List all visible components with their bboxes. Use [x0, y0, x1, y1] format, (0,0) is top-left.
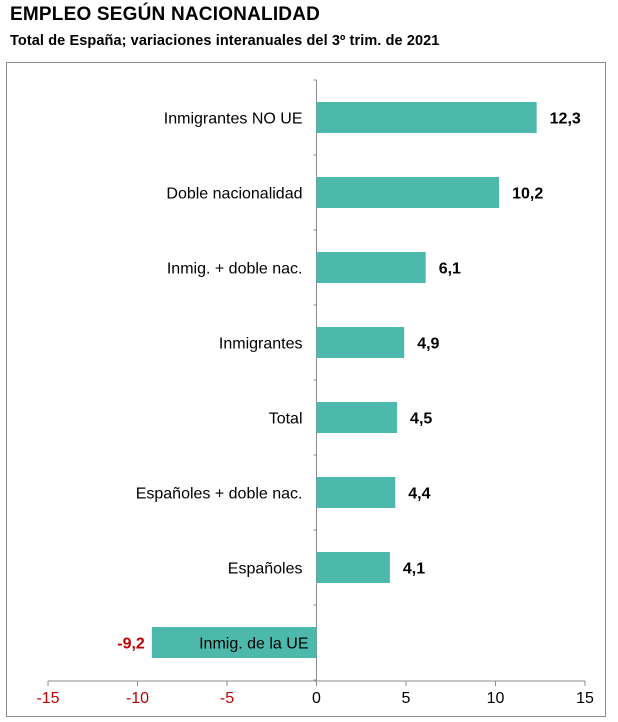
data-label: 4,4 [408, 486, 430, 503]
data-label: 4,1 [403, 561, 425, 578]
bar [316, 327, 405, 358]
data-label: 4,5 [410, 411, 432, 428]
bar [316, 477, 396, 508]
x-tick-label: 10 [487, 690, 505, 707]
x-tick-label: 0 [312, 690, 321, 707]
bar [316, 252, 426, 283]
bar [316, 102, 537, 133]
x-tick-label: -15 [36, 690, 59, 707]
x-tick-label: -10 [126, 690, 149, 707]
category-label: Total [269, 411, 303, 428]
x-tick-label: -5 [220, 690, 234, 707]
data-label: 6,1 [439, 261, 461, 278]
data-label: -9,2 [117, 636, 145, 653]
bar [316, 552, 390, 583]
chart-subtitle: Total de España; variaciones interanuale… [10, 33, 440, 49]
x-tick-label: 5 [402, 690, 411, 707]
x-tick-label: 15 [576, 690, 594, 707]
bar [151, 627, 317, 658]
category-label: Inmigrantes [219, 336, 303, 353]
chart-title: EMPLEO SEGÚN NACIONALIDAD [10, 4, 321, 25]
category-label: Doble nacionalidad [166, 186, 302, 203]
data-label: 12,3 [550, 111, 581, 128]
data-label: 10,2 [512, 186, 543, 203]
category-label: Inmigrantes NO UE [164, 111, 303, 128]
category-label: Inmig. + doble nac. [167, 261, 303, 278]
category-label: Españoles [228, 561, 303, 578]
chart-frame [6, 62, 606, 717]
category-label: Inmig. de la UE [199, 636, 308, 653]
data-label: 4,9 [417, 336, 439, 353]
bar [316, 402, 398, 433]
category-label: Españoles + doble nac. [136, 486, 303, 503]
bar [316, 177, 500, 208]
